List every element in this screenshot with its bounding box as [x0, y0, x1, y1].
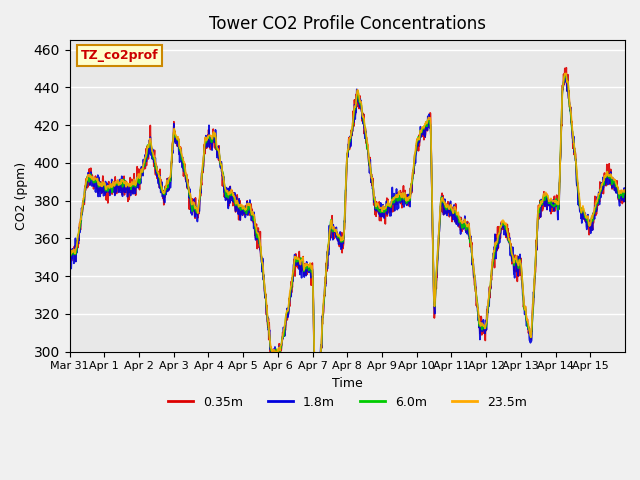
Y-axis label: CO2 (ppm): CO2 (ppm) [15, 162, 28, 230]
Title: Tower CO2 Profile Concentrations: Tower CO2 Profile Concentrations [209, 15, 486, 33]
X-axis label: Time: Time [332, 377, 363, 390]
Legend: 0.35m, 1.8m, 6.0m, 23.5m: 0.35m, 1.8m, 6.0m, 23.5m [163, 391, 532, 414]
Text: TZ_co2prof: TZ_co2prof [81, 49, 158, 62]
